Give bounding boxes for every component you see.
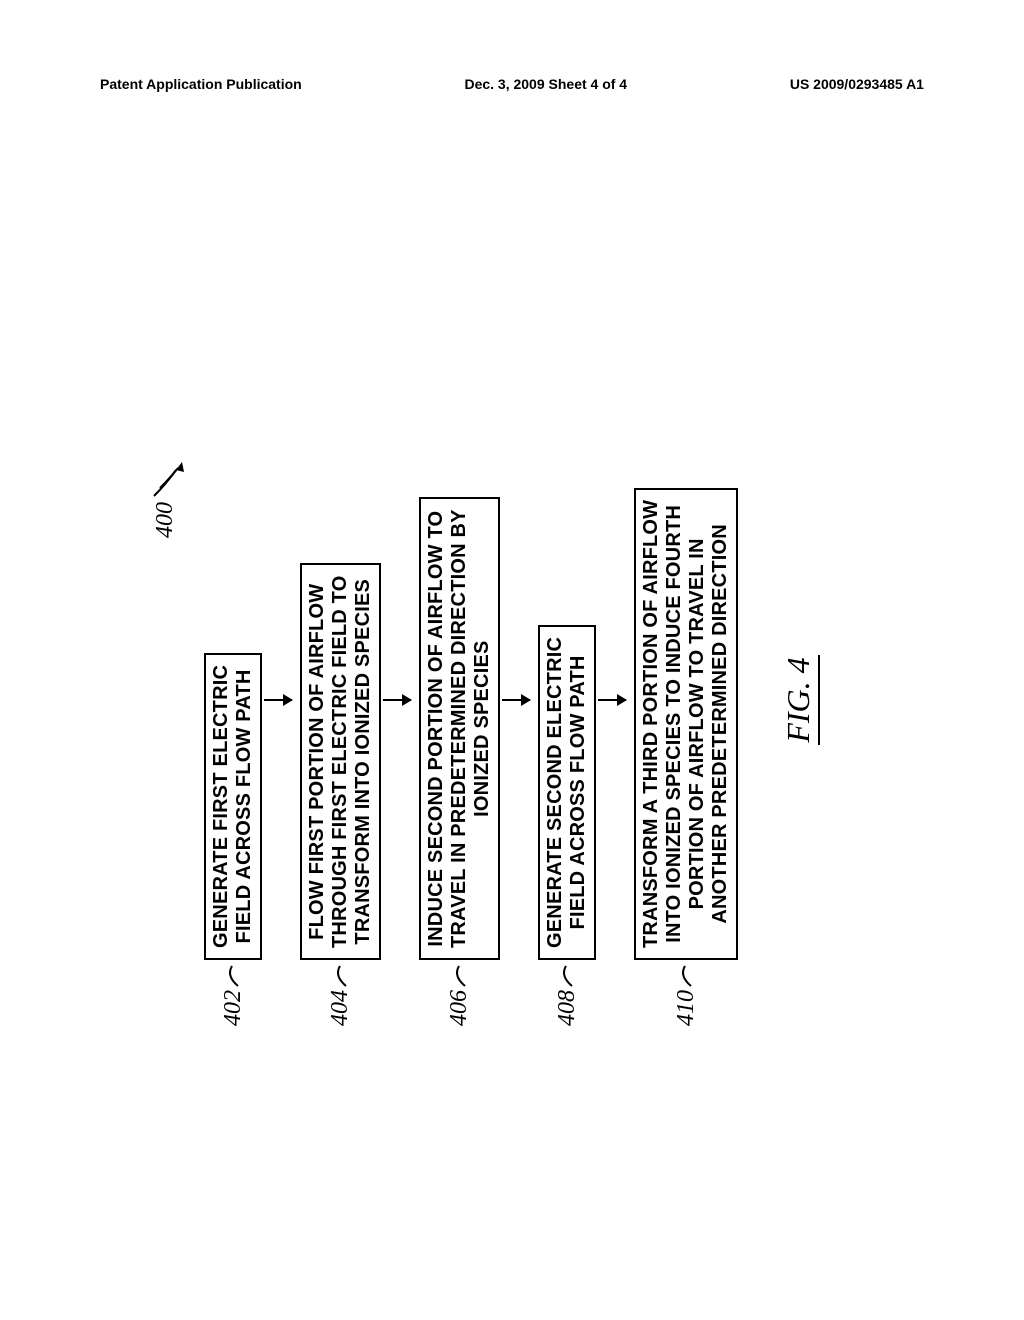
figure-label: FIG. 4 bbox=[780, 655, 820, 744]
header-left: Patent Application Publication bbox=[100, 76, 302, 92]
flowchart-main-ref: 400 bbox=[152, 460, 186, 538]
step-ref: 404 bbox=[327, 990, 354, 1026]
ref-side: 408 bbox=[554, 960, 581, 1070]
step-box: GENERATE SECOND ELECTRICFIELD ACROSS FLO… bbox=[538, 625, 596, 960]
step-ref: 402 bbox=[220, 990, 247, 1026]
ref-side: 410 bbox=[673, 960, 700, 1070]
curve-connector-icon bbox=[224, 964, 242, 988]
ref-side: 402 bbox=[220, 960, 247, 1070]
header-right: US 2009/0293485 A1 bbox=[790, 76, 924, 92]
figure-label-wrap: FIG. 4 bbox=[738, 330, 820, 1070]
step-box: TRANSFORM A THIRD PORTION OF AIRFLOWINTO… bbox=[634, 488, 738, 960]
step-ref: 408 bbox=[554, 990, 581, 1026]
arrow-down-icon bbox=[264, 699, 292, 701]
arrow-down-icon bbox=[502, 699, 530, 701]
flowchart-rotated: 400 402 GENERATE FIRST ELECTRICFIELD ACR… bbox=[204, 330, 820, 1070]
main-ref-label: 400 bbox=[152, 502, 179, 538]
step-box: FLOW FIRST PORTION OF AIRFLOWTHROUGH FIR… bbox=[300, 564, 381, 961]
arrow-down-icon bbox=[383, 699, 411, 701]
curve-connector-icon bbox=[677, 964, 695, 988]
step-row: 406 INDUCE SECOND PORTION OF AIRFLOW TOT… bbox=[419, 330, 500, 1070]
header-center: Dec. 3, 2009 Sheet 4 of 4 bbox=[464, 76, 627, 92]
step-row: 402 GENERATE FIRST ELECTRICFIELD ACROSS … bbox=[204, 330, 262, 1070]
step-ref: 406 bbox=[446, 990, 473, 1026]
curve-connector-icon bbox=[558, 964, 576, 988]
page-header: Patent Application Publication Dec. 3, 2… bbox=[100, 76, 924, 92]
step-row: 404 FLOW FIRST PORTION OF AIRFLOWTHROUGH… bbox=[300, 330, 381, 1070]
arrow-down-icon bbox=[598, 699, 626, 701]
step-ref: 410 bbox=[673, 990, 700, 1026]
step-box: GENERATE FIRST ELECTRICFIELD ACROSS FLOW… bbox=[204, 653, 262, 960]
ref-side: 404 bbox=[327, 960, 354, 1070]
flowchart: 402 GENERATE FIRST ELECTRICFIELD ACROSS … bbox=[204, 330, 820, 1070]
swoosh-arrow-icon bbox=[152, 460, 186, 498]
step-row: 408 GENERATE SECOND ELECTRICFIELD ACROSS… bbox=[538, 330, 596, 1070]
diagram-area: 400 402 GENERATE FIRST ELECTRICFIELD ACR… bbox=[0, 180, 1024, 1220]
step-row: 410 TRANSFORM A THIRD PORTION OF AIRFLOW… bbox=[634, 330, 738, 1070]
ref-side: 406 bbox=[446, 960, 473, 1070]
curve-connector-icon bbox=[451, 964, 469, 988]
curve-connector-icon bbox=[332, 964, 350, 988]
step-box: INDUCE SECOND PORTION OF AIRFLOW TOTRAVE… bbox=[419, 497, 500, 960]
